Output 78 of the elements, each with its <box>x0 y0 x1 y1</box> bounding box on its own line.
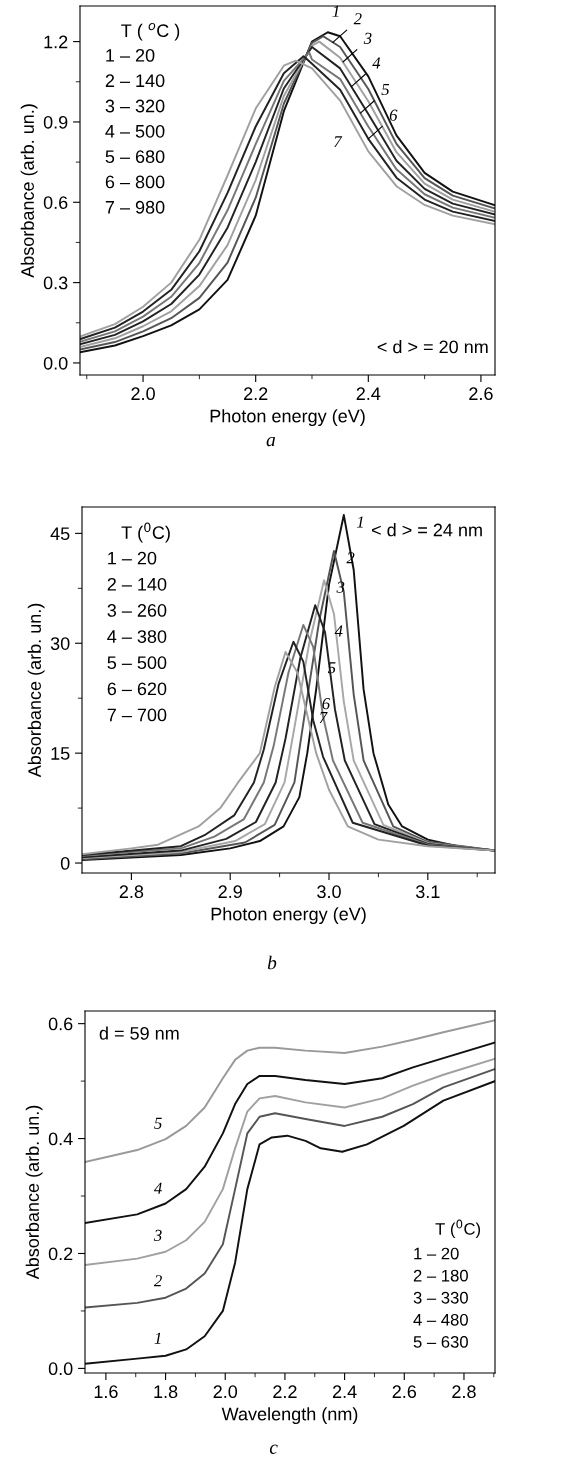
y-tick-label: 0.2 <box>48 1247 73 1261</box>
x-tick-label: 2.4 <box>332 1385 357 1398</box>
annotation: 4 – 480 <box>413 1313 468 1326</box>
annotation: 1 <box>154 1332 161 1344</box>
x-tick-label: 2.4 <box>356 387 381 400</box>
annotation: 4 – 380 <box>107 630 167 643</box>
annotation: 5 <box>381 83 390 96</box>
annotation: 7 <box>319 712 328 723</box>
text: b <box>267 955 277 970</box>
y-axis-title: Absorbance (arb. un.) <box>20 104 38 278</box>
y-axis-title: Absorbance (arb. un.) <box>25 1105 43 1280</box>
annotation: 5 – 500 <box>107 656 167 670</box>
annotation: 5 – 630 <box>413 1335 468 1348</box>
annotation: 3 – 260 <box>107 604 167 617</box>
y-tick-label: 0 <box>60 856 70 870</box>
annotation: 7 – 700 <box>107 708 167 722</box>
annotation: 2 – 140 <box>107 577 167 591</box>
annotation: 1 – 20 <box>414 1247 459 1260</box>
annotation: 4 <box>372 57 381 69</box>
x-tick-label: 2.2 <box>273 1385 297 1398</box>
y-tick-label: 0.0 <box>48 1362 73 1376</box>
y-axis-title: Absorbance (arb. un.) <box>27 603 45 778</box>
x-tick-label: 2.8 <box>452 1385 476 1399</box>
annotation: 3 – 330 <box>413 1291 468 1304</box>
x-tick-label: 1.6 <box>94 1385 118 1399</box>
annotation: 1 <box>356 516 363 528</box>
annotation: 4 – 500 <box>105 124 165 138</box>
annotation: 1 <box>332 5 339 17</box>
annotation: 6 – 620 <box>107 682 167 696</box>
text: c <box>269 1444 278 1454</box>
annotation: 6 – 800 <box>105 175 165 189</box>
y-tick-label: 0.6 <box>43 196 68 209</box>
annotation: d = 59 nm <box>99 1026 179 1040</box>
x-tick-label: 2.8 <box>119 885 144 899</box>
annotation: 2 <box>153 1275 162 1287</box>
text: a <box>266 436 276 447</box>
annotation: T ( $^{o}$C ) <box>121 22 180 41</box>
annotation: 3 <box>153 1229 162 1241</box>
x-tick-label: 2.0 <box>213 1385 238 1399</box>
annotation: < d > = 20 nm <box>377 340 488 354</box>
x-tick-label: 2.2 <box>244 387 268 400</box>
annotation: 3 – 320 <box>105 99 165 113</box>
y-tick-label: 0.3 <box>43 276 68 290</box>
y-tick-label: 1.2 <box>44 35 68 49</box>
x-tick-label: 2.9 <box>218 885 242 899</box>
y-tick-label: 45 <box>50 527 70 541</box>
x-axis-title: Photon energy (eV) <box>211 907 366 925</box>
annotation: 2 – 140 <box>105 74 165 88</box>
annotation: 5 – 680 <box>105 150 165 164</box>
annotation: 1 – 20 <box>106 48 155 62</box>
y-tick-label: 30 <box>50 637 70 650</box>
y-tick-label: 15 <box>51 747 70 760</box>
x-tick-label: 2.0 <box>131 387 155 401</box>
annotation: < d > = 24 nm <box>371 523 482 537</box>
annotation: T ($^{0}$C) <box>121 522 170 543</box>
annotation: 6 <box>389 109 398 121</box>
x-axis-title: Photon energy (eV) <box>210 409 365 427</box>
x-tick-label: 3.1 <box>415 885 440 899</box>
annotation: 3 <box>363 32 372 44</box>
annotation: 2 <box>353 13 362 25</box>
annotation: 6 <box>322 698 330 710</box>
x-axis-title: Wavelength (nm) <box>221 1407 358 1425</box>
annotation: 7 – 980 <box>105 200 165 214</box>
x-tick-label: 2.6 <box>392 1385 417 1399</box>
x-tick-label: 2.6 <box>469 387 493 401</box>
annotation: 1 – 20 <box>108 551 157 565</box>
annotation: T ($^{0}$C) <box>435 1219 481 1239</box>
y-tick-label: 0.0 <box>43 356 68 370</box>
annotation: 2 – 180 <box>413 1269 468 1282</box>
y-tick-label: 0.4 <box>48 1132 73 1146</box>
annotation: 4 <box>153 1182 162 1194</box>
y-tick-label: 0.9 <box>43 115 68 129</box>
annotation: 7 <box>334 136 343 148</box>
annotation: 4 <box>334 625 343 637</box>
x-tick-label: 3.0 <box>317 885 341 899</box>
annotation: 5 <box>154 1117 162 1129</box>
x-tick-label: 1.8 <box>154 1385 178 1399</box>
y-tick-label: 0.6 <box>48 1017 73 1031</box>
